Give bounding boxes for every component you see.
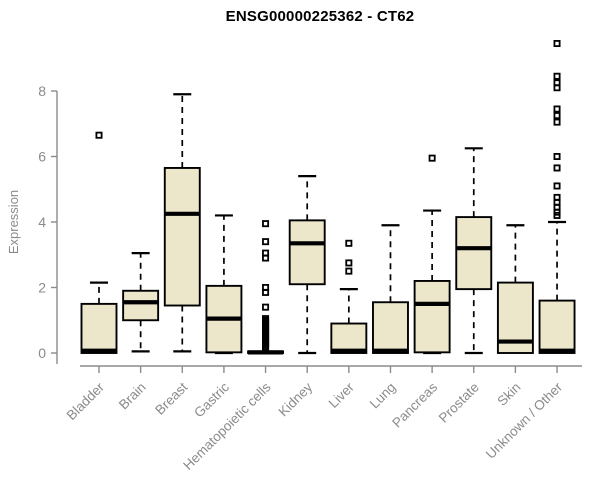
outlier-point bbox=[428, 154, 436, 162]
y-tick-label: 2 bbox=[38, 280, 46, 296]
outlier-point bbox=[262, 254, 270, 262]
box-kidney bbox=[288, 175, 326, 355]
outlier-point bbox=[553, 182, 561, 190]
y-axis: 0 2 4 6 8 bbox=[38, 83, 58, 364]
outlier-point bbox=[262, 238, 270, 246]
iqr-box bbox=[372, 301, 409, 354]
box-skin bbox=[496, 224, 534, 354]
iqr-box bbox=[538, 299, 576, 354]
outlier-point bbox=[345, 259, 353, 267]
x-tick-label-gastric: Gastric bbox=[191, 379, 232, 420]
outlier-point bbox=[553, 112, 561, 120]
x-tick-label-breast: Breast bbox=[152, 379, 190, 417]
box-lung bbox=[372, 224, 409, 354]
outlier-point bbox=[553, 152, 561, 160]
outlier-point bbox=[345, 267, 353, 275]
iqr-box bbox=[413, 280, 451, 354]
outlier-point bbox=[95, 131, 103, 139]
y-tick-label: 0 bbox=[38, 345, 46, 361]
y-tick-label: 4 bbox=[38, 214, 46, 230]
y-tick-label: 6 bbox=[38, 149, 46, 165]
y-tick-label: 8 bbox=[38, 83, 46, 99]
iqr-box bbox=[80, 302, 118, 354]
chart-title: ENSG00000225362 - CT62 bbox=[225, 8, 415, 25]
outlier-point bbox=[262, 303, 270, 311]
box-liver bbox=[330, 239, 368, 354]
box-gastric bbox=[205, 214, 243, 355]
x-tick-label-prostate: Prostate bbox=[436, 380, 482, 426]
iqr-box bbox=[288, 219, 326, 286]
x-tick-label-bladder: Bladder bbox=[64, 379, 108, 423]
outlier-point bbox=[553, 40, 561, 48]
iqr-box bbox=[163, 167, 201, 307]
outlier-point bbox=[553, 105, 561, 113]
x-tick-label-brain: Brain bbox=[116, 380, 149, 413]
box-breast bbox=[163, 93, 201, 353]
x-tick-label-pancreas: Pancreas bbox=[389, 379, 440, 430]
outlier-point bbox=[553, 118, 561, 126]
box-hematopoietic-cells bbox=[247, 220, 285, 355]
outlier-point bbox=[262, 288, 270, 296]
box-prostate bbox=[455, 147, 493, 355]
outlier-point bbox=[262, 344, 270, 352]
iqr-box bbox=[455, 216, 493, 291]
outlier-point bbox=[553, 79, 561, 87]
x-tick-label-unknown-other: Unknown / Other bbox=[483, 379, 566, 462]
x-tick-label-lung: Lung bbox=[367, 380, 399, 412]
outlier-point bbox=[553, 72, 561, 80]
box-bladder bbox=[80, 131, 118, 354]
box-pancreas bbox=[413, 154, 451, 355]
x-tick-label-kidney: Kidney bbox=[276, 379, 316, 419]
x-tick-label-liver: Liver bbox=[326, 379, 358, 411]
box-unknown-other bbox=[538, 40, 576, 354]
outlier-point bbox=[553, 164, 561, 172]
outlier-point bbox=[262, 220, 270, 228]
iqr-box bbox=[122, 289, 160, 322]
iqr-box bbox=[330, 322, 368, 354]
x-tick-label-skin: Skin bbox=[494, 380, 523, 409]
outlier-point bbox=[345, 239, 353, 247]
box-brain bbox=[122, 252, 160, 353]
outlier-point bbox=[553, 193, 561, 201]
